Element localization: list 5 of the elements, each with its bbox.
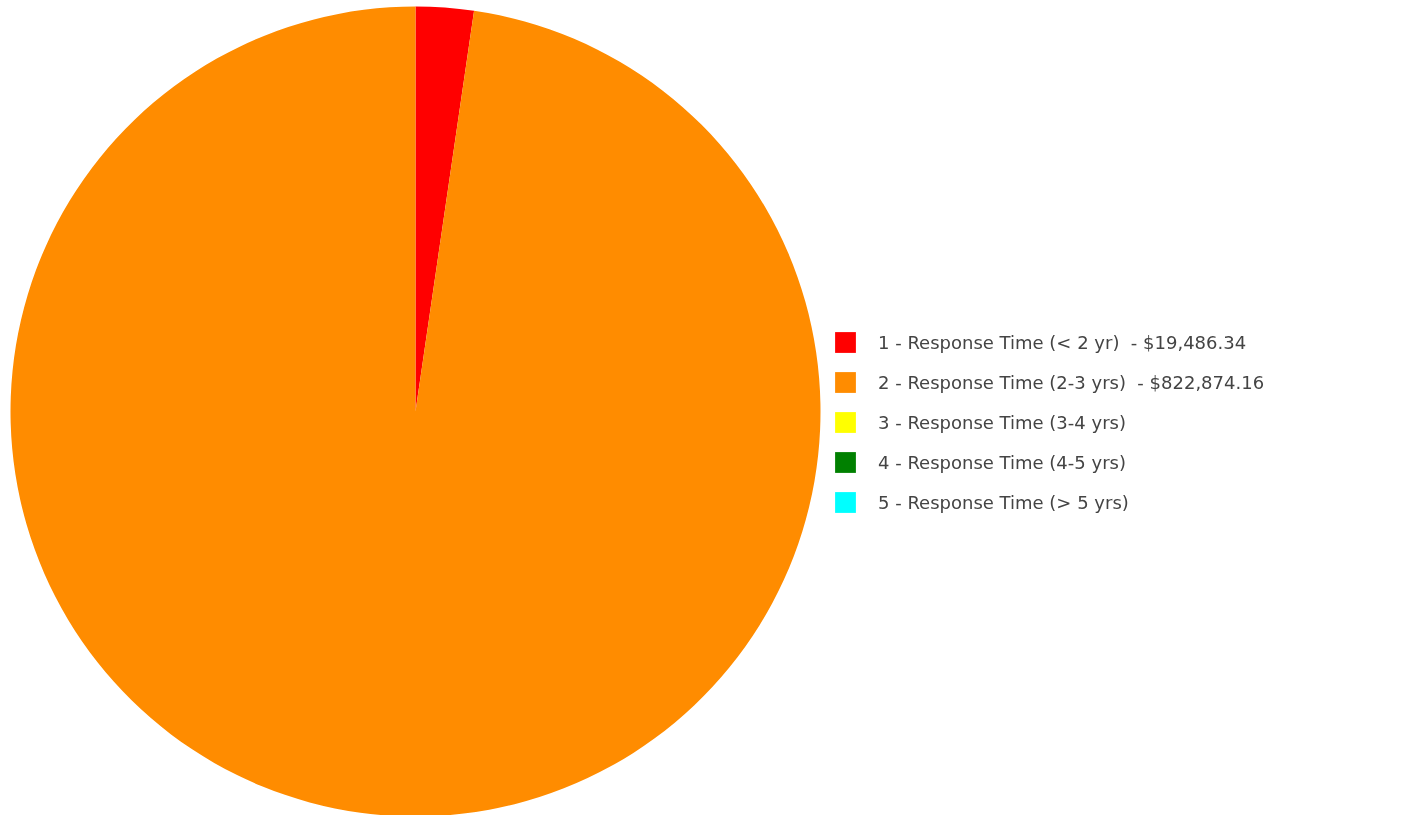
- legend-label: 4 - Response Time (4-5 yrs): [878, 450, 1126, 475]
- legend-label: 3 - Response Time (3-4 yrs): [878, 410, 1126, 435]
- legend-label: 5 - Response Time (> 5 yrs): [878, 490, 1129, 515]
- legend-label: 1 - Response Time (< 2 yr) - $19,486.34: [878, 330, 1247, 355]
- legend-label: 2 - Response Time (2-3 yrs) - $822,874.16: [878, 370, 1265, 395]
